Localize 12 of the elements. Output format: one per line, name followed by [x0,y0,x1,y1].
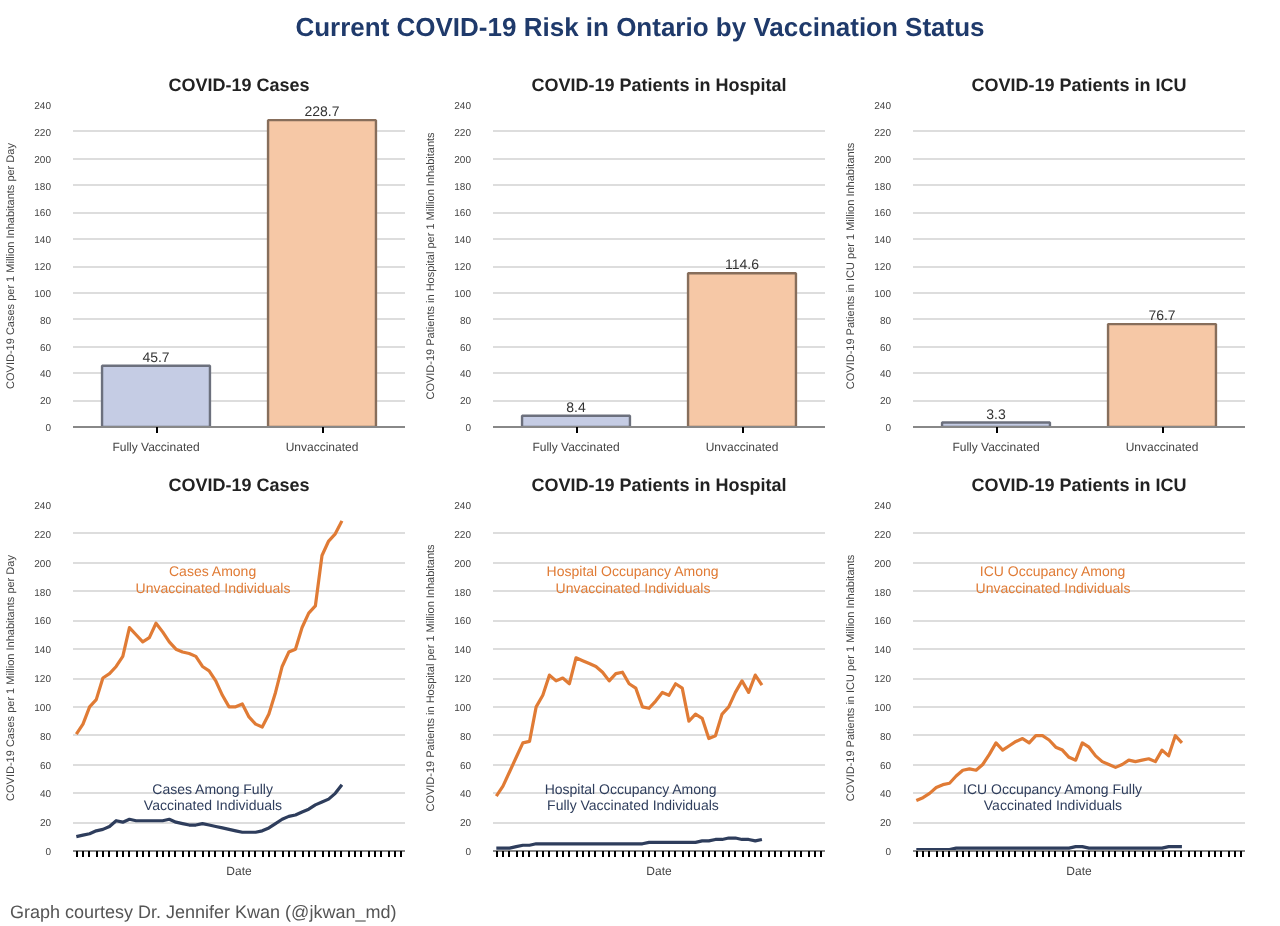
chart-title: COVID-19 Patients in Hospital [531,475,787,495]
text: Graph courtesy Dr. Jennifer Kwan (@jkwan_md) [10,900,397,926]
text: Current COVID-19 Risk in Ontario by Vaccination Status [293,10,987,46]
chart-title: COVID-19 Cases [168,75,310,95]
chart-title: COVID-19 Patients in Hospital [531,75,787,95]
line-series [74,519,344,736]
line-series [74,783,344,839]
chart-title: COVID-19 Cases [168,475,310,495]
line-series [914,734,1184,803]
chart-title: COVID-19 Patients in ICU [971,475,1187,495]
line-series [494,656,764,798]
chart-title: COVID-19 Patients in ICU [971,75,1187,95]
